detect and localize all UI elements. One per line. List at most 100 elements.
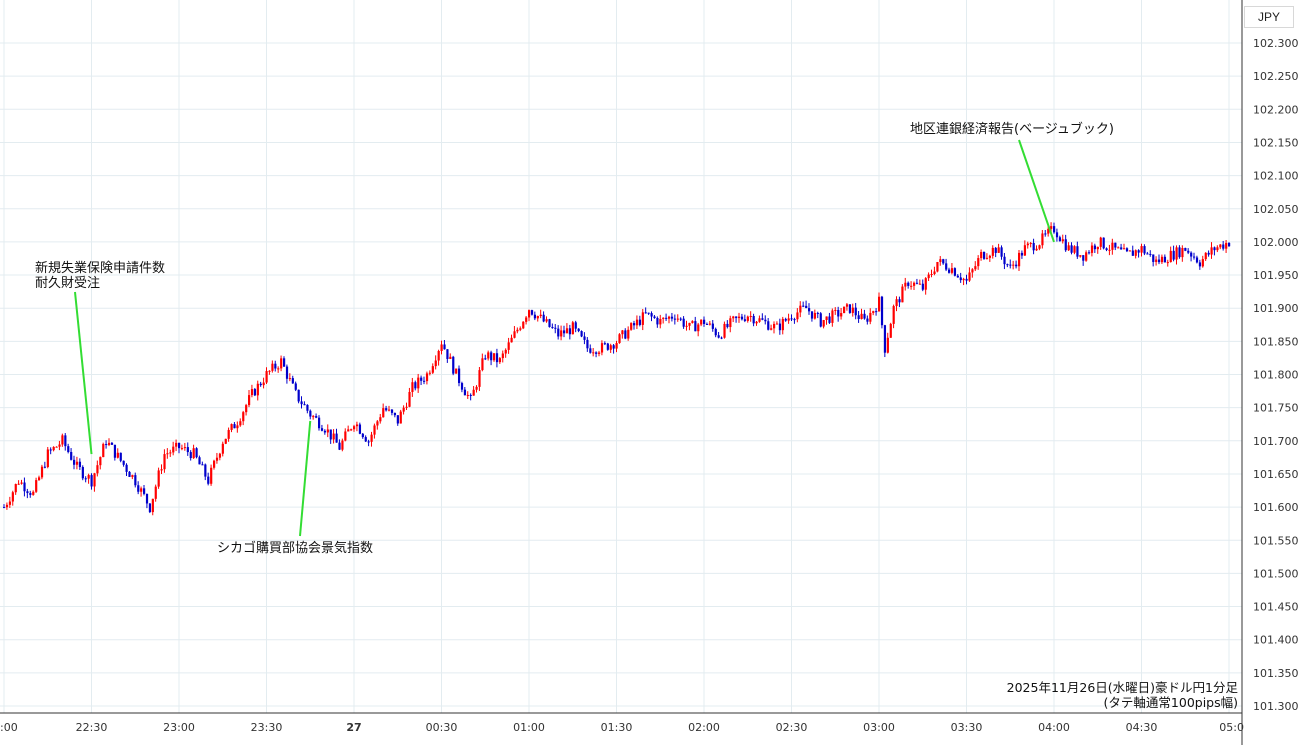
y-tick-label: 102.000 bbox=[1253, 236, 1299, 249]
candle-body-up bbox=[525, 317, 528, 322]
candle-body-up bbox=[35, 480, 38, 492]
y-tick-label: 101.650 bbox=[1253, 468, 1299, 481]
candle-body-down bbox=[393, 412, 397, 416]
candle-body-up bbox=[968, 272, 971, 281]
candle-body-up bbox=[268, 370, 271, 372]
candle-body-up bbox=[962, 278, 965, 281]
y-tick-label: 101.750 bbox=[1253, 402, 1299, 415]
candle-body-up bbox=[353, 426, 356, 430]
candle-body-down bbox=[443, 344, 446, 350]
candle-body-up bbox=[787, 318, 790, 321]
candle-body-down bbox=[306, 404, 309, 411]
candle-body-down bbox=[300, 401, 303, 405]
candle-body-up bbox=[288, 378, 292, 380]
candle-body-down bbox=[898, 299, 901, 303]
candle-body-up bbox=[516, 329, 519, 332]
candle-body-down bbox=[577, 328, 580, 332]
candle-body-up bbox=[729, 318, 732, 328]
candle-body-up bbox=[428, 372, 432, 374]
candle-body-down bbox=[90, 475, 93, 487]
candle-body-up bbox=[988, 255, 992, 258]
candle-body-up bbox=[662, 317, 665, 319]
candle-body-up bbox=[14, 484, 17, 493]
candle-body-up bbox=[38, 477, 41, 481]
candle-body-up bbox=[878, 296, 881, 312]
candle-body-up bbox=[271, 363, 274, 371]
candle-body-down bbox=[603, 343, 607, 345]
candle-body-up bbox=[221, 443, 224, 454]
candle-body-up bbox=[466, 394, 469, 396]
candle-body-down bbox=[201, 464, 204, 466]
candle-body-down bbox=[1114, 242, 1117, 248]
candle-body-up bbox=[1018, 252, 1021, 267]
candle-body-up bbox=[1035, 248, 1038, 251]
candle-body-up bbox=[405, 406, 408, 408]
candle-body-down bbox=[1076, 246, 1079, 257]
candle-body-up bbox=[738, 316, 741, 319]
annotation-pointer-line bbox=[1018, 139, 1055, 243]
candle-body-down bbox=[329, 429, 332, 440]
candle-body-down bbox=[253, 389, 257, 396]
candle-body-up bbox=[175, 442, 178, 447]
candle-body-down bbox=[761, 318, 764, 320]
candle-body-up bbox=[708, 323, 712, 325]
candle-body-down bbox=[285, 366, 289, 379]
candle-body-up bbox=[1160, 256, 1164, 263]
candle-body-up bbox=[102, 444, 105, 458]
candle-body-up bbox=[860, 313, 863, 320]
candle-body-down bbox=[735, 316, 738, 319]
candle-body-down bbox=[1000, 247, 1003, 257]
candle-body-up bbox=[501, 353, 504, 359]
candle-body-down bbox=[647, 312, 650, 314]
annotation-label: 耐久財受注 bbox=[35, 276, 100, 291]
candle-body-down bbox=[764, 319, 767, 322]
candle-body-up bbox=[487, 352, 490, 359]
candle-body-down bbox=[309, 410, 312, 417]
candle-body-down bbox=[125, 464, 128, 472]
candle-body-up bbox=[440, 344, 443, 351]
candle-body-up bbox=[382, 408, 385, 418]
candle-body-down bbox=[364, 437, 367, 442]
candle-body-down bbox=[26, 491, 29, 494]
candle-body-up bbox=[402, 407, 405, 412]
y-tick-label: 101.950 bbox=[1253, 269, 1299, 282]
candle-body-down bbox=[819, 313, 822, 327]
candle-body-up bbox=[1023, 245, 1027, 256]
candle-body-up bbox=[1128, 250, 1132, 252]
candle-body-down bbox=[1009, 264, 1012, 266]
candle-body-up bbox=[834, 309, 837, 311]
candle-body-down bbox=[469, 394, 472, 396]
candle-body-up bbox=[799, 305, 802, 313]
candle-body-down bbox=[1187, 250, 1190, 253]
candle-body-down bbox=[460, 383, 464, 390]
candle-body-up bbox=[746, 316, 749, 321]
candle-body-down bbox=[458, 368, 461, 384]
candle-body-up bbox=[210, 467, 213, 484]
candle-body-up bbox=[350, 429, 353, 431]
candle-body-up bbox=[1012, 264, 1015, 266]
candle-body-down bbox=[848, 304, 852, 313]
candle-body-down bbox=[1064, 239, 1067, 251]
chart-caption: 2025年11月26日(水曜日)豪ドル円1分足 (タテ軸通常100pips幅) bbox=[1007, 680, 1238, 710]
candle-body-up bbox=[910, 285, 913, 287]
candle-body-up bbox=[571, 322, 574, 335]
candle-body-down bbox=[767, 321, 770, 330]
y-tick-label: 101.900 bbox=[1253, 302, 1299, 315]
candle-body-down bbox=[673, 318, 677, 320]
currency-label[interactable]: JPY bbox=[1244, 6, 1294, 28]
candle-body-down bbox=[283, 358, 286, 367]
candle-body-down bbox=[385, 408, 388, 411]
candle-body-down bbox=[828, 316, 831, 323]
candle-body-down bbox=[915, 282, 919, 284]
candle-body-down bbox=[490, 352, 493, 361]
y-tick-label: 102.050 bbox=[1253, 203, 1299, 216]
candle-body-up bbox=[140, 488, 143, 492]
candle-body-up bbox=[180, 448, 184, 450]
candle-body-up bbox=[213, 460, 216, 468]
candle-body-up bbox=[869, 312, 872, 322]
candle-body-up bbox=[991, 247, 994, 256]
candle-body-up bbox=[399, 411, 402, 424]
candle-body-up bbox=[1029, 242, 1032, 244]
x-tick-label: 00:30 bbox=[426, 721, 458, 734]
candle-body-down bbox=[1105, 248, 1108, 251]
